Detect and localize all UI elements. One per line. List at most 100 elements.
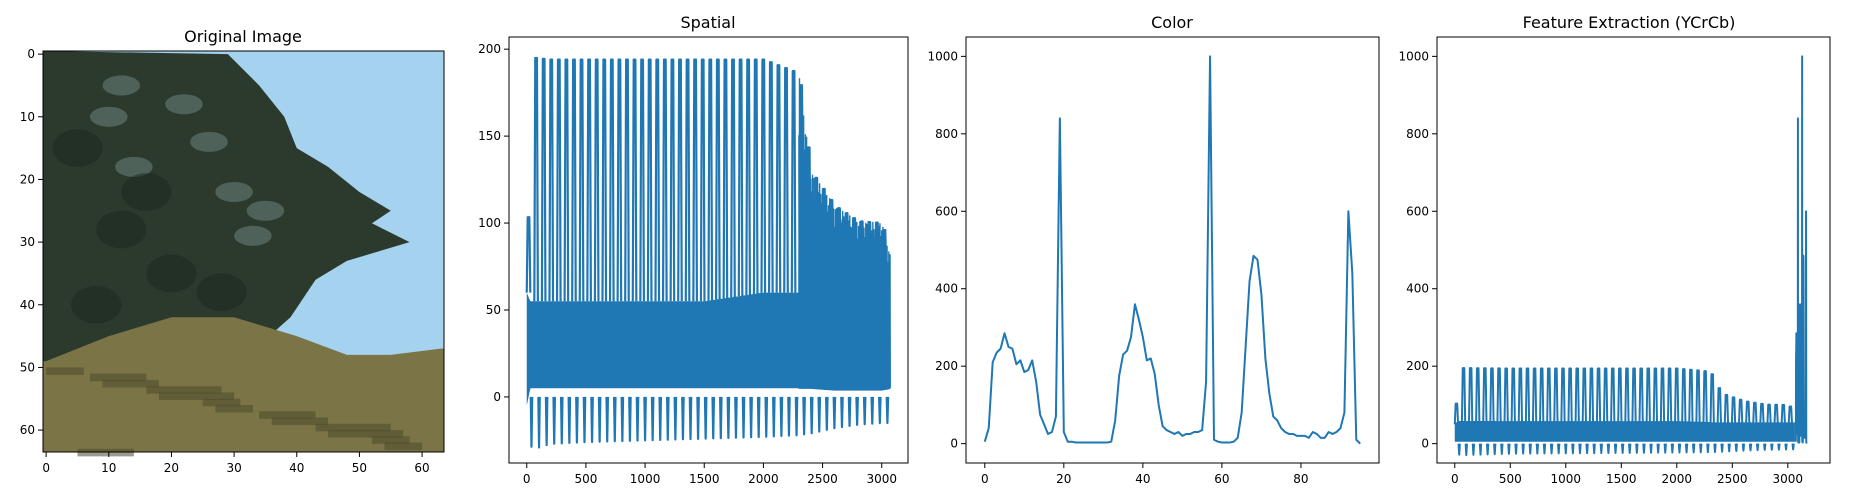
- x-tick-label: 3000: [1773, 472, 1804, 486]
- y-tick-label: 50: [20, 360, 35, 374]
- x-tick-label: 20: [1056, 472, 1071, 486]
- grass-texture: [371, 436, 410, 444]
- tree-shadow: [196, 273, 247, 312]
- tree-highlight: [215, 181, 253, 203]
- y-tick-label: 60: [20, 423, 35, 437]
- panel-title-feature-extraction: Feature Extraction (YCrCb): [1523, 13, 1736, 32]
- tree-highlight: [89, 106, 128, 127]
- x-tick-label: 2500: [807, 472, 838, 486]
- panel-title-spatial: Spatial: [680, 13, 735, 32]
- x-tick-label: 0: [981, 472, 989, 486]
- x-tick-label: 50: [352, 461, 367, 475]
- x-tick-label: 30: [226, 461, 241, 475]
- grass-texture: [271, 417, 329, 426]
- series-band: [1454, 420, 1795, 442]
- series-spatial: [525, 56, 891, 449]
- y-tick-label: 10: [20, 110, 35, 124]
- tree-shadow: [71, 285, 122, 324]
- tree-shadow: [146, 254, 197, 293]
- series-line: [525, 56, 890, 449]
- x-tick-label: 10: [101, 461, 116, 475]
- grass-texture: [146, 386, 222, 394]
- y-tick-label: 0: [1421, 437, 1429, 451]
- series-line: [983, 55, 1361, 445]
- grass-texture: [328, 430, 404, 438]
- y-tick-label: 30: [20, 235, 35, 249]
- x-tick-label: 0: [1451, 472, 1459, 486]
- image-content: [43, 51, 444, 457]
- series-feature-extraction: [1453, 55, 1808, 457]
- x-tick-label: 1000: [1551, 472, 1582, 486]
- y-tick-label: 150: [478, 129, 501, 143]
- x-tick-label: 1500: [689, 472, 720, 486]
- x-tick-label: 60: [414, 461, 429, 475]
- x-tick-label: 20: [164, 461, 179, 475]
- series-line-histogram: [1794, 55, 1808, 444]
- grass-texture: [315, 423, 391, 432]
- y-ticks: 0 200 400 600 800 1000: [927, 49, 966, 451]
- grass-texture: [259, 411, 316, 419]
- x-tick-label: 40: [1135, 472, 1150, 486]
- grass-texture: [89, 373, 147, 382]
- y-tick-label: 200: [478, 42, 501, 56]
- y-tick-label: 800: [935, 127, 958, 141]
- x-tick-label: 0: [523, 472, 531, 486]
- tree-region: [43, 51, 410, 380]
- panel-original-image: Original Image 0 10 20 30 40 50 60 0 10 20 30 40 50…: [20, 27, 445, 475]
- x-tick-label: 80: [1293, 472, 1308, 486]
- x-tick-label: 0: [42, 461, 50, 475]
- series-color: [983, 55, 1361, 445]
- x-tick-label: 60: [1214, 472, 1229, 486]
- y-ticks: 0 200 400 600 800 1000: [1398, 49, 1437, 451]
- y-tick-label: 50: [486, 303, 501, 317]
- series-line-tail: [798, 78, 891, 391]
- grass-texture: [215, 405, 253, 413]
- x-tick-label: 3000: [866, 472, 897, 486]
- grass-region: [43, 317, 444, 452]
- y-ticks: 0 50 100 150 200: [478, 42, 509, 404]
- y-tick-label: 400: [1406, 282, 1429, 296]
- y-tick-label: 20: [20, 172, 35, 186]
- panel-spatial: Spatial 0 500 1000 1500 2000 2500 3000 0 50 100 1…: [478, 13, 909, 486]
- panel-color: Color 0 20 40 60 80 0 200 400 600 800 1000: [927, 13, 1380, 486]
- grass-texture: [46, 367, 84, 375]
- tree-shadow: [52, 129, 103, 167]
- x-ticks: 0 20 40 60 80: [981, 463, 1309, 486]
- x-tick-label: 40: [289, 461, 304, 475]
- plot-frame: [508, 36, 909, 464]
- tree-highlight: [102, 75, 141, 96]
- y-tick-label: 800: [1406, 127, 1429, 141]
- tree-highlight: [115, 156, 153, 177]
- y-tick-label: 0: [27, 47, 35, 61]
- plot-frame: [1436, 36, 1831, 464]
- plot-frame: [965, 36, 1380, 464]
- tree-highlight: [190, 131, 228, 152]
- grass-texture: [102, 379, 159, 388]
- y-tick-label: 100: [478, 216, 501, 230]
- x-tick-label: 500: [1499, 472, 1522, 486]
- grass-texture: [202, 398, 241, 407]
- x-ticks: 0 500 1000 1500 2000 2500 3000: [523, 463, 897, 486]
- y-tick-label: 400: [935, 282, 958, 296]
- x-tick-label: 2500: [1717, 472, 1748, 486]
- y-ticks: 0 10 20 30 40 50 60: [20, 47, 43, 437]
- tree-highlight: [165, 94, 203, 115]
- panel-feature-extraction: Feature Extraction (YCrCb) 0 500 1000 1500 2…: [1398, 13, 1831, 486]
- y-tick-label: 1000: [1398, 49, 1429, 63]
- y-tick-label: 0: [493, 390, 501, 404]
- grass-texture: [77, 448, 134, 457]
- x-ticks: 0 10 20 30 40 50 60: [42, 452, 430, 475]
- x-tick-label: 500: [574, 472, 597, 486]
- x-ticks: 0 500 1000 1500 2000 2500 3000: [1451, 463, 1803, 486]
- x-tick-label: 1000: [630, 472, 661, 486]
- plot-frame: [42, 50, 445, 453]
- y-tick-label: 200: [935, 359, 958, 373]
- y-tick-label: 200: [1406, 359, 1429, 373]
- y-tick-label: 40: [20, 298, 35, 312]
- series-line-spatial: [1453, 367, 1795, 457]
- x-tick-label: 2000: [1662, 472, 1693, 486]
- y-tick-label: 1000: [927, 49, 958, 63]
- y-tick-label: 0: [950, 437, 958, 451]
- x-tick-label: 2000: [748, 472, 779, 486]
